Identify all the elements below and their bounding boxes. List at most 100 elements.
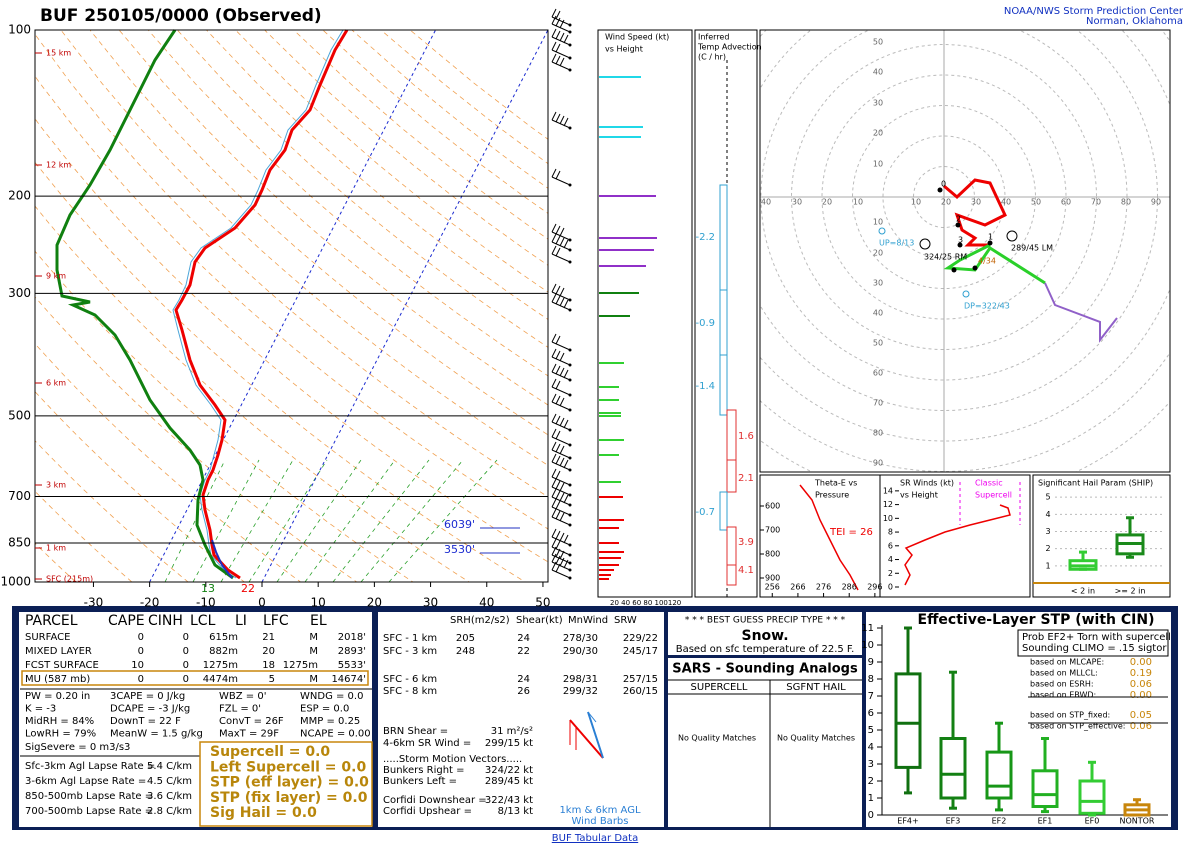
tick-label: 1 [1045,561,1050,570]
barb-dot [568,513,572,517]
composite-box [199,741,373,827]
hodo-label: 30 [971,198,981,207]
kinematics-panel [378,612,664,827]
barb-staff [551,496,571,506]
hodograph-frame [759,29,1171,473]
tick-label: 12 [883,500,893,509]
barb-flag [555,365,561,375]
advection-box [726,564,737,586]
barb-staff [551,291,571,301]
panel-title: Temp Advection [697,43,762,52]
hodo-point [955,222,961,228]
table-header: SRW [614,615,637,626]
table-header: LI [235,613,247,629]
table-cell: 299/32 [563,686,598,697]
barb-dot [568,68,572,72]
hodo-point-label: 3 [958,236,963,245]
kinematic-label: BRN Shear = [383,726,448,737]
mixing-ratio-line [388,459,498,582]
kinematic-value: 289/45 kt [485,776,533,787]
barb-flag [555,510,561,520]
advection-label: -0.9 [695,318,715,329]
barb-flag [559,32,565,42]
sars-result: No Quality Matches [678,734,756,743]
panel-title: Inferred [698,33,729,42]
barb-flag [559,550,565,560]
barb-dot [568,543,572,547]
sfc-temp: 22 [241,582,255,595]
barb-flag [555,455,561,465]
temp-label: -10 [196,596,216,610]
tick-label: 2 [868,776,874,787]
barb-dot [568,483,572,487]
barb-dot [568,260,572,264]
tick-label: 4 [888,555,893,564]
barb-flag [551,233,557,243]
hodo-annotation: DP=322/43 [964,302,1010,311]
based-on-value: 0.06 [1130,679,1152,690]
barb-flag [559,445,565,455]
table-cell: M [309,674,318,685]
barb-flag [555,540,561,550]
barb-flag [559,19,565,29]
table-cell: SFC - 1 km [383,633,437,644]
barb-flag [555,17,561,27]
hodo-label: 40 [873,68,883,77]
index: ESP = 0.0 [300,704,349,715]
table-header: LCL [190,613,216,629]
barb-flag [551,348,557,358]
table-cell: M [309,632,318,643]
barb-flag [551,428,557,438]
table-cell: SFC - 6 km [383,674,437,685]
panel-title: vs Height [900,491,938,500]
sfc-dewpoint: 13 [201,582,215,595]
hodo-label: 40 [873,309,883,318]
box [985,750,1013,800]
tick-label: 3 [1045,527,1050,536]
table-cell: SFC - 8 km [383,686,437,697]
barb-flag [559,227,565,237]
table-cell: 882m [209,646,238,657]
precip-panel [668,612,862,655]
barb-dot [568,568,572,572]
barb-flag [559,512,565,522]
based-on-label: based on MLLCL: [1030,669,1098,678]
vector-marker [878,227,886,235]
lapse-rate: 700-500mb Lapse Rate = [25,806,153,817]
advection-label: -1.4 [695,381,715,392]
barb-dot [568,428,572,432]
lapse-rate-value: 5.4 C/km [147,761,192,772]
hodograph [760,30,1170,472]
barb-staff [551,253,571,263]
tick-label: 9 [868,657,874,668]
tick-label: 0 [868,810,874,821]
height-label: 3 km [46,481,66,490]
barb-flag [555,43,561,53]
barb-dot [568,468,572,472]
pressure-label: 100 [8,23,31,37]
advection-label: -2.2 [695,232,715,243]
pressure-label: 500 [8,408,31,422]
tabular-data-link[interactable]: BUF Tabular Data [552,833,638,844]
barb-dot [568,408,572,412]
barb-flag [551,41,557,51]
barb-flag [563,494,569,504]
index: ConvT = 26F [219,716,284,727]
hodo-label: 80 [873,429,883,438]
table-cell: 0 [138,674,144,685]
dry-adiabat [35,296,358,582]
index: WBZ = 0' [219,691,266,702]
wind-barbs [551,8,572,580]
table-cell: 5 [269,674,275,685]
footer-link-text[interactable]: BUF Tabular Data [552,833,638,844]
based-on-label: based on EBWD: [1030,691,1096,700]
kinematic-label: Bunkers Right = [383,765,465,776]
table-cell: 1275m [203,660,238,671]
category-label: EF2 [992,817,1007,826]
barb-staff [551,436,571,446]
box [1078,779,1106,815]
virtual-temperature-trace [172,29,344,579]
precip-type: Snow. [741,628,788,644]
barb-flag [551,508,557,518]
sars-title: SARS - Sounding Analogs [672,662,858,677]
